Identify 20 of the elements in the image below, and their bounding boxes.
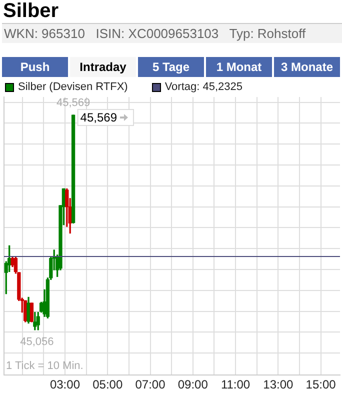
text: 1 Monat xyxy=(206,57,272,77)
text: 5 Tage xyxy=(138,57,204,77)
legend-label: Silber (Devisen RTFX) xyxy=(18,80,128,94)
legend-label: Vortag: 45,2325 xyxy=(164,80,243,94)
annotation: 45,569 xyxy=(80,110,118,124)
x-tick-label: 13:00 xyxy=(263,378,294,392)
x-tick-label: 11:00 xyxy=(220,378,250,392)
text: 1 Tick = 10 Min. xyxy=(6,360,84,372)
x-tick-label: 09:00 xyxy=(178,378,208,392)
chart-title: Silber xyxy=(3,0,59,22)
chart-subtitle: WKN: 965310 ISIN: XC0009653103 Typ: Rohstoff xyxy=(2,23,342,43)
text: Intraday xyxy=(70,57,136,77)
x-tick-label: 03:00 xyxy=(50,378,80,392)
text: 3 Monate xyxy=(274,57,340,77)
text: 45,569 xyxy=(56,97,90,110)
text: 45,056 xyxy=(20,336,54,348)
x-tick-label: 05:00 xyxy=(92,378,123,392)
x-tick-label: 15:00 xyxy=(306,378,336,392)
text: Push xyxy=(2,57,68,77)
x-tick-label: 07:00 xyxy=(135,378,166,392)
